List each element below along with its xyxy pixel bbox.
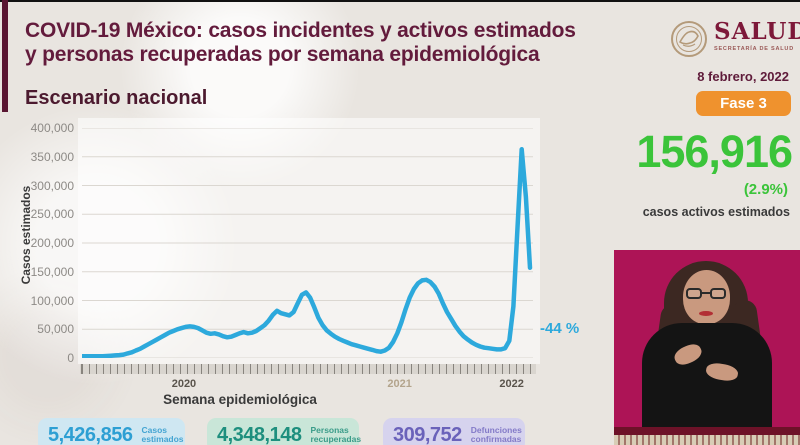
stat-box-2: 309,752 Defunciones confirmadas [383, 418, 525, 445]
page-title-line1: COVID-19 México: casos incidentes y acti… [25, 19, 576, 42]
stat-label: Personas recuperadas [310, 424, 362, 444]
y-tick-label: 150,000 [30, 264, 74, 279]
y-tick-label: 0 [67, 351, 74, 365]
stat-box-1: 4,348,148 Personas recuperadas [207, 418, 362, 445]
stat-value: 309,752 [393, 423, 462, 445]
y-tick-label: 50,000 [37, 322, 74, 337]
kpi-active-cases-label: casos activos estimados [642, 205, 790, 219]
phase-badge: Fase 3 [696, 91, 791, 116]
year-label-2020: 2020 [171, 378, 197, 390]
stat-label: Casos estimados [141, 424, 184, 444]
y-tick-label: 350,000 [30, 149, 74, 164]
year-label-2021: 2021 [387, 378, 412, 390]
y-tick-label: 400,000 [30, 121, 74, 135]
cases-line-chart [82, 128, 533, 358]
y-tick-label: 250,000 [30, 207, 74, 222]
interpreter-glasses [686, 288, 726, 299]
sign-language-interpreter-video [614, 250, 800, 445]
chart-x-axis-label: Semana epidemiológica [163, 392, 317, 407]
letterbox-top [0, 0, 800, 2]
stat-value: 5,426,856 [48, 423, 133, 445]
stat-box-0: 5,426,856 Casos estimados [38, 418, 185, 445]
salud-wordmark: SALUD [714, 18, 800, 45]
date-label: 8 febrero, 2022 [697, 69, 789, 84]
page-title-line2: y personas recuperadas por semana epidem… [25, 43, 540, 66]
accent-left-bar [2, 0, 8, 112]
kpi-active-cases-percent: (2.9%) [743, 181, 788, 198]
video-footer-band [614, 427, 800, 435]
section-title: Escenario nacional [25, 87, 208, 109]
chart-plot-background [78, 118, 540, 364]
stat-label: Defunciones confirmadas [470, 424, 522, 444]
salud-logo: SALUD SECRETARÍA DE SALUD [670, 18, 800, 62]
y-tick-label: 100,000 [30, 293, 74, 308]
chart-change-annotation: -44 % [540, 320, 580, 337]
year-label-2022: 2022 [499, 378, 524, 390]
salud-subtitle: SECRETARÍA DE SALUD [714, 46, 794, 52]
kpi-active-cases: 156,916 [636, 126, 793, 177]
video-footer-banner [614, 435, 800, 445]
page-title: COVID-19 México: casos incidentes y acti… [25, 19, 645, 67]
y-tick-label: 200,000 [30, 236, 74, 250]
chart-week-tick-band [80, 364, 536, 374]
interpreter-lips [699, 311, 713, 316]
interpreter-body [642, 323, 772, 435]
government-seal-icon [671, 21, 707, 57]
y-tick-label: 300,000 [30, 178, 74, 193]
stat-value: 4,348,148 [217, 423, 302, 445]
